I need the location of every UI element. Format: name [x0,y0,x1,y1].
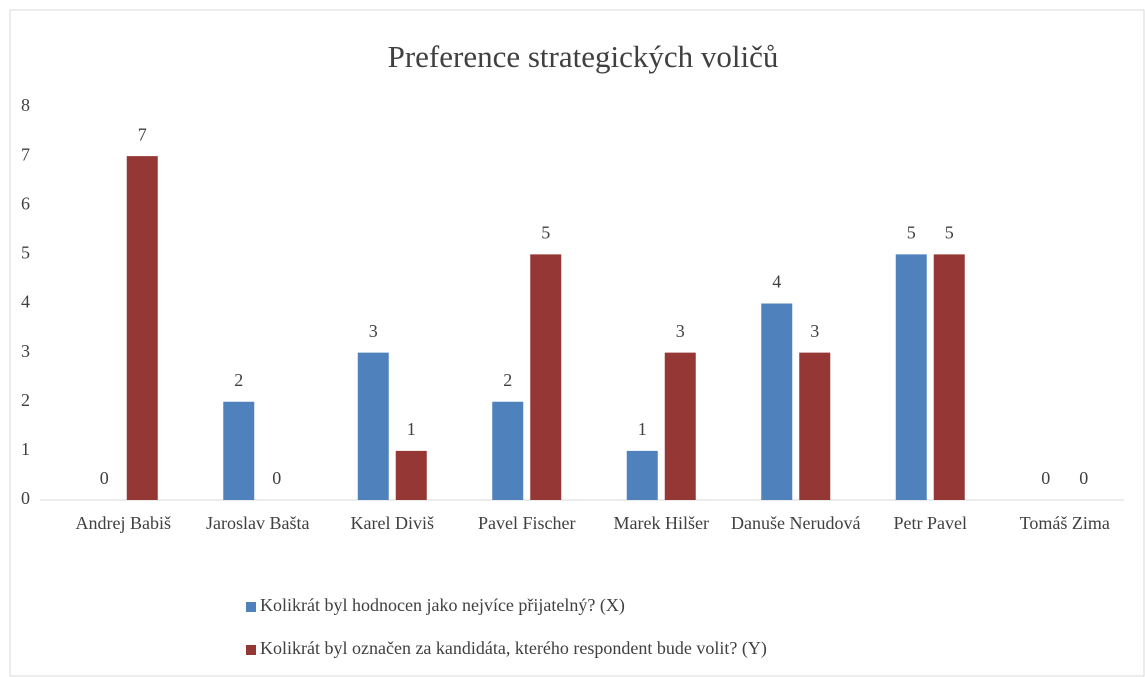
data-label: 5 [907,223,916,243]
bar [395,450,427,500]
x-tick-label: Pavel Fischer [478,513,575,533]
y-tick-label: 1 [21,439,30,459]
bar [530,254,562,500]
y-tick-label: 0 [21,488,30,508]
x-tick-label: Karel Diviš [351,513,434,533]
bar [933,254,965,500]
data-label: 0 [100,468,109,488]
bar [799,352,831,500]
data-label: 0 [1079,468,1088,488]
data-label: 5 [541,223,550,243]
x-tick-label: Petr Pavel [894,513,968,533]
y-tick-label: 2 [21,390,30,410]
data-label: 2 [234,370,243,390]
chart-title: Preference strategických voličů [388,39,779,74]
bar [126,156,158,500]
x-tick-label: Jaroslav Bašta [206,513,309,533]
bar [626,450,658,500]
legend-swatch [246,602,256,612]
bar [492,401,524,500]
data-label: 0 [272,468,281,488]
chart-frame [9,9,1145,677]
y-tick-label: 4 [21,292,30,312]
data-label: 3 [676,321,685,341]
data-label: 2 [503,370,512,390]
x-tick-label: Tomáš Zima [1020,513,1110,533]
y-tick-label: 7 [21,144,30,164]
data-label: 3 [810,321,819,341]
y-tick-label: 8 [21,95,30,115]
data-label: 5 [945,223,954,243]
legend-swatch [246,645,256,655]
data-label: 0 [1041,468,1050,488]
x-tick-label: Danuše Nerudová [731,513,860,533]
data-label: 3 [369,321,378,341]
y-tick-label: 6 [21,193,30,213]
data-label: 1 [407,419,416,439]
data-label: 4 [772,272,781,292]
bar [761,303,793,500]
bar [357,352,389,500]
legend-label: Kolikrát byl označen za kandidáta, které… [260,638,767,659]
y-tick-label: 5 [21,243,30,263]
bar [664,352,696,500]
bar [223,401,255,500]
x-tick-label: Marek Hilšer [614,513,709,533]
bar [895,254,927,500]
y-tick-label: 3 [21,341,30,361]
data-label: 1 [638,419,647,439]
data-label: 7 [138,124,147,144]
legend-label: Kolikrát byl hodnocen jako nejvíce přija… [260,595,625,616]
x-tick-label: Andrej Babiš [76,513,171,533]
